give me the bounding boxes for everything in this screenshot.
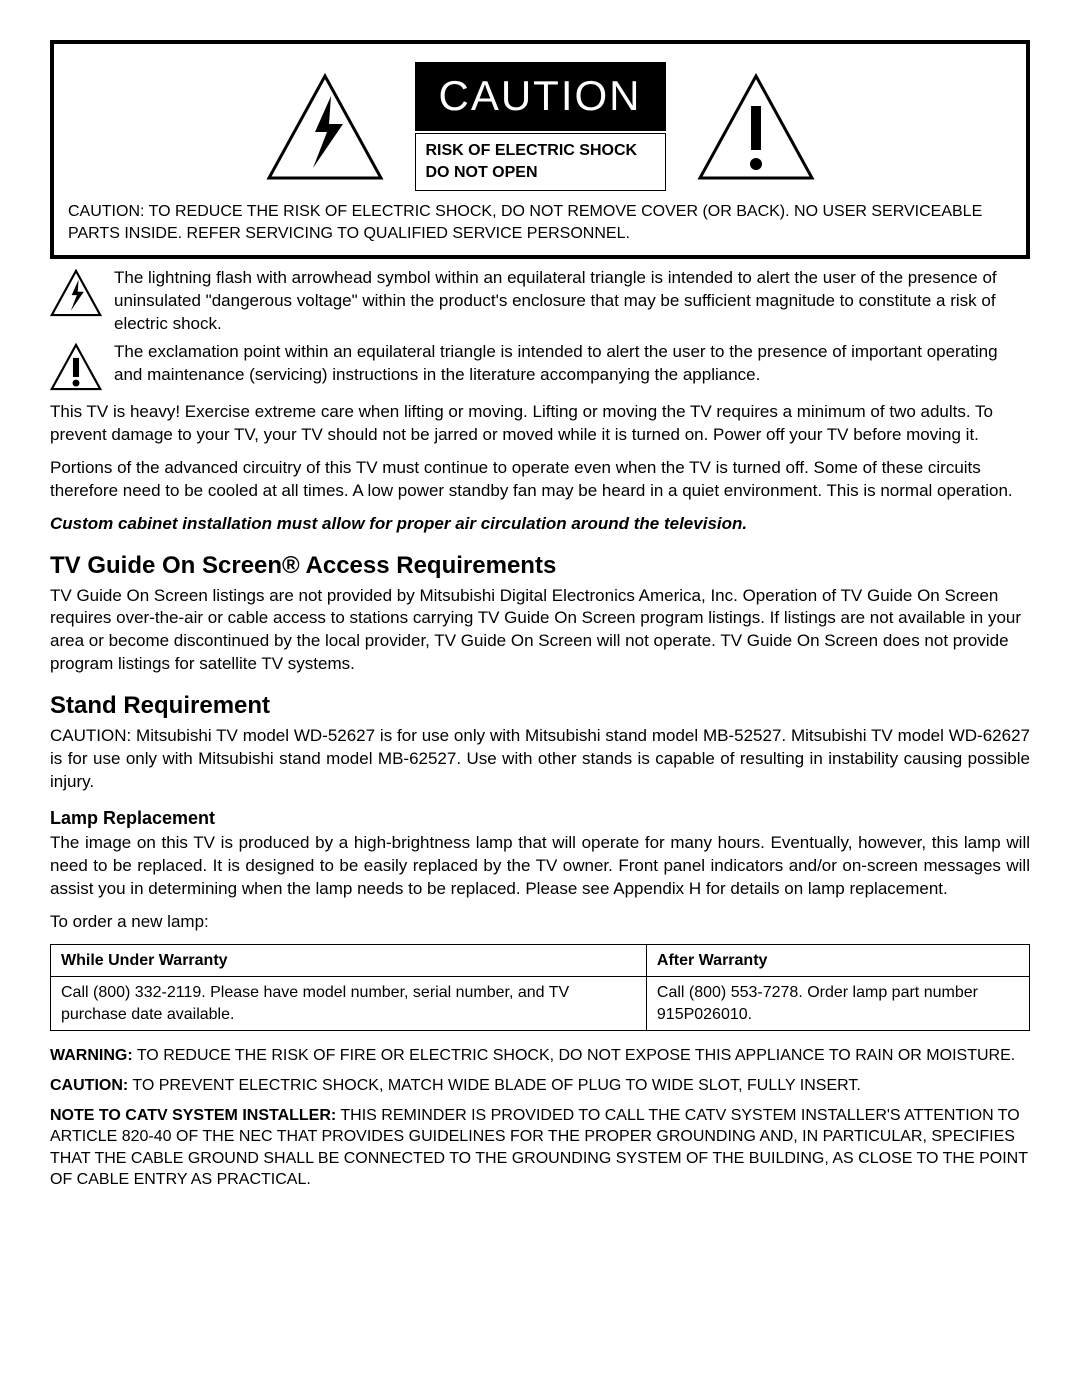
risk-line-1: RISK OF ELECTRIC SHOCK [426,140,655,162]
explainer-bolt-text: The lightning flash with arrowhead symbo… [114,267,1030,336]
heavy-tv-paragraph: This TV is heavy! Exercise extreme care … [50,401,1030,447]
exclamation-triangle-icon [696,72,816,182]
lightning-bolt-triangle-small-icon [50,269,102,317]
table-row: Call (800) 332-2119. Please have model n… [51,977,1030,1031]
table-cell-0-1: Call (800) 553-7278. Order lamp part num… [646,977,1029,1031]
tvguide-heading: TV Guide On Screen® Access Requirements [50,550,1030,582]
table-header-col-0: While Under Warranty [51,944,647,977]
tvguide-body: TV Guide On Screen listings are not prov… [50,585,1030,677]
caution-plug-lead: CAUTION: [50,1077,128,1094]
lamp-heading: Lamp Replacement [50,806,1030,830]
risk-line-2: DO NOT OPEN [426,162,655,184]
stand-heading: Stand Requirement [50,690,1030,722]
caution-center: CAUTION RISK OF ELECTRIC SHOCK DO NOT OP… [415,62,666,191]
catv-block: NOTE TO CATV SYSTEM INSTALLER: THIS REMI… [50,1105,1030,1191]
caution-body-text: CAUTION: TO REDUCE THE RISK OF ELECTRIC … [68,201,1012,244]
table-header-col-1: After Warranty [646,944,1029,977]
circuitry-paragraph: Portions of the advanced circuitry of th… [50,457,1030,503]
exclamation-triangle-small-icon [50,343,102,391]
stand-body: CAUTION: Mitsubishi TV model WD-52627 is… [50,725,1030,794]
table-header-row: While Under Warranty After Warranty [51,944,1030,977]
table-cell-0-0: Call (800) 332-2119. Please have model n… [51,977,647,1031]
warning-block: WARNING: TO REDUCE THE RISK OF FIRE OR E… [50,1045,1030,1067]
lightning-bolt-triangle-icon [265,72,385,182]
caution-header-row: CAUTION RISK OF ELECTRIC SHOCK DO NOT OP… [68,62,1012,191]
caution-banner: CAUTION [415,62,666,131]
warning-lead: WARNING: [50,1047,133,1064]
cabinet-note: Custom cabinet installation must allow f… [50,513,1030,536]
warning-body: TO REDUCE THE RISK OF FIRE OR ELECTRIC S… [133,1047,1016,1064]
explainer-excl-text: The exclamation point within an equilate… [114,341,1030,387]
catv-lead: NOTE TO CATV SYSTEM INSTALLER: [50,1107,336,1124]
lamp-order-intro: To order a new lamp: [50,911,1030,934]
lamp-order-table: While Under Warranty After Warranty Call… [50,944,1030,1032]
caution-box: CAUTION RISK OF ELECTRIC SHOCK DO NOT OP… [50,40,1030,259]
explainer-excl-row: The exclamation point within an equilate… [50,341,1030,391]
caution-risk-box: RISK OF ELECTRIC SHOCK DO NOT OPEN [415,133,666,192]
explainer-bolt-row: The lightning flash with arrowhead symbo… [50,267,1030,336]
lamp-body: The image on this TV is produced by a hi… [50,832,1030,901]
caution-plug-body: TO PREVENT ELECTRIC SHOCK, MATCH WIDE BL… [128,1077,861,1094]
caution-plug-block: CAUTION: TO PREVENT ELECTRIC SHOCK, MATC… [50,1075,1030,1097]
